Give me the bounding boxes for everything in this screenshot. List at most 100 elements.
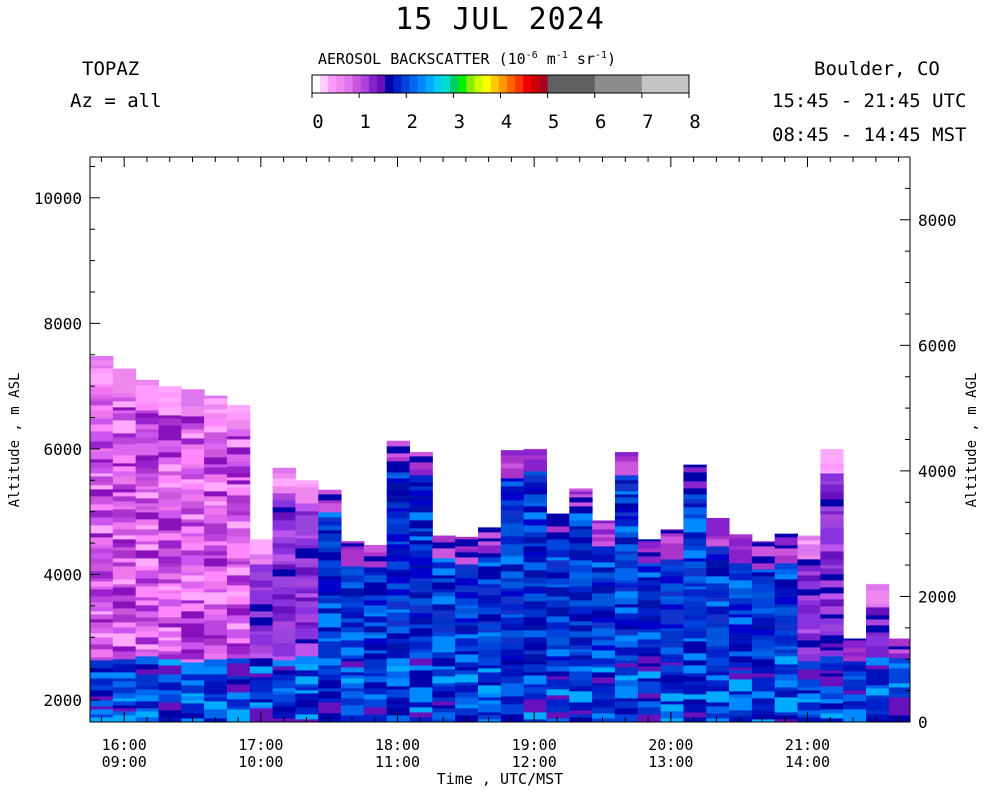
heatmap-cell bbox=[295, 589, 319, 594]
heatmap-cell bbox=[363, 644, 388, 651]
heatmap-cell bbox=[409, 512, 433, 521]
colorbar-swatch bbox=[336, 75, 345, 93]
heatmap-cell bbox=[706, 657, 730, 666]
heatmap-cell bbox=[272, 702, 296, 707]
heatmap-cell bbox=[706, 583, 730, 591]
heatmap-cell bbox=[226, 543, 251, 552]
heatmap-cell bbox=[637, 548, 662, 553]
heatmap-cell bbox=[546, 686, 570, 690]
heatmap-cell bbox=[477, 649, 502, 658]
heatmap-cell bbox=[637, 632, 662, 640]
heatmap-cell bbox=[797, 565, 821, 572]
heatmap-cell bbox=[158, 475, 182, 484]
heatmap-cell bbox=[729, 538, 753, 543]
heatmap-cell bbox=[569, 652, 593, 656]
heatmap-cell bbox=[729, 673, 753, 680]
heatmap-cell bbox=[158, 690, 182, 695]
heatmap-cell bbox=[706, 620, 730, 624]
heatmap-cell bbox=[363, 676, 388, 683]
x-tick-label-mst: 10:00 bbox=[238, 753, 283, 771]
heatmap-cell bbox=[455, 585, 479, 593]
heatmap-cell bbox=[295, 700, 319, 708]
heatmap-cell bbox=[90, 410, 114, 419]
heatmap-cell bbox=[455, 571, 479, 579]
heatmap-cell bbox=[249, 666, 274, 674]
heatmap-cell bbox=[797, 555, 821, 560]
heatmap-cell bbox=[135, 477, 159, 481]
heatmap-cell bbox=[204, 694, 228, 698]
heatmap-cell bbox=[797, 647, 821, 655]
heatmap-cell bbox=[204, 482, 228, 488]
heatmap-cell bbox=[135, 503, 159, 507]
heatmap-cell bbox=[90, 586, 114, 590]
heatmap-cell bbox=[318, 658, 342, 666]
heatmap-cell bbox=[272, 706, 296, 713]
heatmap-cell bbox=[386, 620, 411, 627]
heatmap-cell bbox=[135, 480, 159, 484]
heatmap-cell bbox=[112, 543, 137, 548]
heatmap-cell bbox=[112, 489, 137, 493]
heatmap-cell bbox=[500, 714, 525, 723]
heatmap-cell bbox=[226, 676, 251, 680]
heatmap-cell bbox=[158, 418, 182, 426]
heatmap-cell bbox=[660, 643, 684, 648]
heatmap-cell bbox=[158, 586, 182, 591]
heatmap-cell bbox=[90, 504, 114, 511]
heatmap-cell bbox=[204, 645, 228, 654]
heatmap-cell bbox=[204, 555, 228, 559]
heatmap-cell bbox=[797, 575, 821, 582]
heatmap-cell bbox=[204, 432, 228, 437]
heatmap-cell bbox=[865, 688, 890, 696]
heatmap-cell bbox=[90, 553, 114, 559]
heatmap-cell bbox=[774, 545, 799, 549]
heatmap-cell bbox=[751, 710, 776, 715]
heatmap-cell bbox=[112, 705, 137, 709]
heatmap-cell bbox=[797, 693, 821, 700]
heatmap-cell bbox=[797, 654, 821, 662]
heatmap-cell bbox=[820, 624, 844, 632]
heatmap-cell bbox=[386, 583, 411, 590]
heatmap-cell bbox=[843, 679, 867, 688]
heatmap-cell bbox=[614, 641, 639, 648]
heatmap-cell bbox=[90, 510, 114, 518]
heatmap-cell bbox=[477, 668, 502, 673]
heatmap-cell bbox=[706, 614, 730, 621]
heatmap-cell bbox=[90, 537, 114, 545]
heatmap-cell bbox=[181, 423, 205, 430]
heatmap-cell bbox=[135, 695, 159, 702]
heatmap-cell bbox=[774, 635, 799, 643]
heatmap-cell bbox=[500, 655, 525, 660]
heatmap-cell bbox=[797, 595, 821, 601]
colorbar-tick-label: 3 bbox=[454, 111, 465, 133]
heatmap-cell bbox=[614, 591, 639, 599]
heatmap-cell bbox=[569, 543, 593, 551]
heatmap-cell bbox=[226, 604, 251, 609]
heatmap-cell bbox=[90, 496, 114, 501]
heatmap-cell bbox=[249, 580, 274, 588]
heatmap-cell bbox=[569, 714, 593, 718]
heatmap-cell bbox=[614, 491, 639, 495]
heatmap-cell bbox=[729, 667, 753, 671]
heatmap-cell bbox=[363, 544, 388, 549]
heatmap-cell bbox=[295, 518, 319, 522]
heatmap-cell bbox=[660, 631, 684, 638]
heatmap-cell bbox=[204, 614, 228, 621]
heatmap-cell bbox=[181, 700, 205, 704]
heatmap-cell bbox=[272, 576, 296, 580]
heatmap-cell bbox=[181, 429, 205, 434]
heatmap-cell bbox=[204, 418, 228, 427]
heatmap-cell bbox=[706, 706, 730, 714]
heatmap-cell bbox=[500, 604, 525, 611]
heatmap-cell bbox=[477, 532, 502, 539]
heatmap-cell bbox=[614, 537, 639, 545]
heatmap-cell bbox=[158, 533, 182, 541]
heatmap-cell bbox=[90, 373, 114, 379]
heatmap-cell bbox=[820, 448, 844, 457]
heatmap-cell bbox=[272, 643, 296, 651]
heatmap-cell bbox=[683, 620, 707, 628]
heatmap-cell bbox=[112, 501, 137, 507]
heatmap-cell bbox=[318, 641, 342, 647]
heatmap-cell bbox=[706, 554, 730, 561]
heatmap-cell bbox=[272, 564, 296, 570]
heatmap-cell bbox=[774, 615, 799, 624]
